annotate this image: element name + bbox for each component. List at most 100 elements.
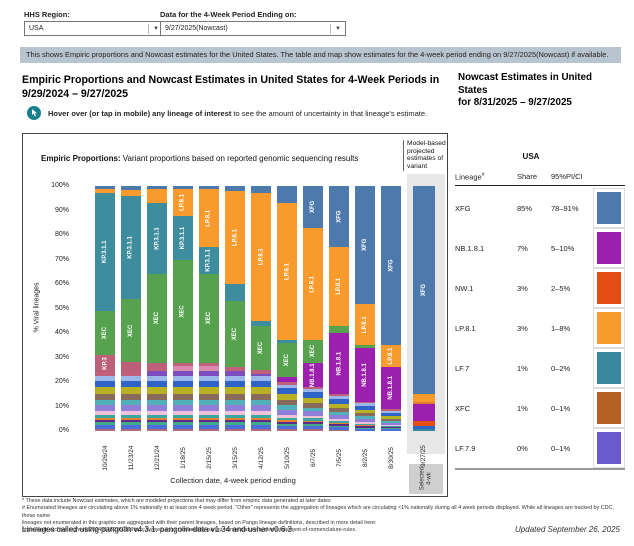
bar-segment[interactable] (147, 362, 167, 368)
bar-segment[interactable] (147, 367, 167, 372)
bar-segment[interactable] (329, 415, 349, 420)
bar-segment[interactable] (173, 186, 193, 189)
bar-segment[interactable] (251, 428, 271, 431)
bar-segment[interactable] (413, 426, 435, 429)
bar-segment[interactable] (95, 418, 115, 421)
bar-segment[interactable] (199, 366, 219, 372)
bar-segment[interactable] (225, 422, 245, 425)
bar-segment[interactable] (329, 325, 349, 334)
bar-segment[interactable] (225, 418, 245, 421)
bar-segment[interactable] (199, 415, 219, 419)
bar-segment[interactable] (277, 405, 297, 410)
bar-segment[interactable] (199, 420, 219, 423)
bar-segment-nb-1-8-1[interactable]: NB.1.8.1 (381, 367, 401, 410)
bar-segment-lp-8-1[interactable]: LP.8.1 (381, 345, 401, 368)
bar-segment[interactable] (225, 186, 245, 192)
bar-segment[interactable] (121, 189, 141, 196)
bar-segment[interactable] (303, 403, 323, 408)
bar-segment[interactable] (277, 425, 297, 429)
bar-segment[interactable] (147, 371, 167, 376)
bar-segment[interactable] (147, 424, 167, 429)
bar-segment[interactable] (413, 421, 435, 427)
bar-segment[interactable] (355, 425, 375, 427)
bar-segment[interactable] (199, 375, 219, 381)
bar-segment-xec[interactable]: XEC (173, 259, 193, 363)
bar-segment[interactable] (95, 422, 115, 425)
bar-segment[interactable] (329, 403, 349, 409)
bar-segment[interactable] (251, 405, 271, 412)
bar-segment[interactable] (329, 419, 349, 421)
bar-segment[interactable] (303, 418, 323, 421)
bar-segment[interactable] (277, 409, 297, 415)
bar-segment[interactable] (303, 424, 323, 427)
bar-segment[interactable] (173, 400, 193, 406)
bar-segment[interactable] (121, 386, 141, 395)
bar-segment[interactable] (251, 373, 271, 376)
bar-segment-nb-1-8-1[interactable]: NB.1.8.1 (355, 347, 375, 402)
bar-segment[interactable] (173, 380, 193, 387)
bar-segment[interactable] (303, 387, 323, 389)
bar-segment-xec[interactable]: XEC (277, 342, 297, 378)
bar-segment-xfg[interactable]: XFG (355, 186, 375, 304)
bar-segment[interactable] (173, 366, 193, 372)
bar-segment-xfg[interactable]: XFG (381, 186, 401, 346)
bar-segment[interactable] (225, 415, 245, 419)
bar-segment[interactable] (121, 405, 141, 412)
bar-segment-kp-3-1-1[interactable]: KP.3.1.1 (199, 247, 219, 275)
bar-segment[interactable] (173, 375, 193, 381)
bar-segment[interactable] (381, 420, 401, 423)
bar-segment[interactable] (121, 375, 141, 381)
bar-segment[interactable] (303, 407, 323, 412)
bar-segment[interactable] (413, 401, 435, 405)
bar-segment-lp-8-1[interactable]: LP.8.1 (329, 247, 349, 326)
bar-segment[interactable] (329, 429, 349, 431)
bar-segment[interactable] (225, 367, 245, 372)
bar-segment[interactable] (199, 405, 219, 412)
bar-segment[interactable] (355, 405, 375, 410)
bar-segment[interactable] (121, 372, 141, 376)
bar-segment[interactable] (95, 415, 115, 419)
bar-segment[interactable] (381, 424, 401, 427)
bar-segment[interactable] (199, 386, 219, 395)
bar-segment[interactable] (277, 417, 297, 421)
bar-segment[interactable] (329, 394, 349, 397)
bar-segment[interactable] (329, 396, 349, 399)
bar-segment[interactable] (121, 415, 141, 419)
bar-segment-xec[interactable]: XEC (147, 274, 167, 363)
bar-segment[interactable] (199, 418, 219, 421)
bar-segment[interactable] (121, 424, 141, 429)
bar-segment[interactable] (95, 188, 115, 194)
bar-segment-xec[interactable]: XEC (199, 274, 219, 363)
bar-segment-kp-3-1-1[interactable]: KP.3.1.1 (95, 193, 115, 312)
bar-segment[interactable] (277, 423, 297, 426)
bar-segment[interactable] (413, 394, 435, 402)
bar-segment[interactable] (413, 404, 435, 422)
bar-segment[interactable] (147, 400, 167, 406)
bar-segment[interactable] (329, 408, 349, 412)
bar-segment[interactable] (355, 427, 375, 429)
bar-segment[interactable] (147, 420, 167, 423)
bar-segment[interactable] (381, 427, 401, 429)
bar-segment[interactable] (355, 416, 375, 420)
bar-segment[interactable] (251, 420, 271, 423)
bar-segment[interactable] (251, 394, 271, 401)
bar-segment[interactable] (199, 394, 219, 401)
bar-segment[interactable] (173, 418, 193, 421)
bar-segment[interactable] (95, 372, 115, 376)
bar-segment[interactable] (95, 186, 115, 189)
bar-segment-lp-8-1[interactable]: LP.8.1 (199, 188, 219, 248)
bar-segment[interactable] (225, 380, 245, 387)
bar-segment-kp-3-1-1[interactable]: KP.3.1.1 (147, 203, 167, 275)
bar-segment[interactable] (225, 420, 245, 423)
bar-segment[interactable] (225, 411, 245, 416)
bar-segment[interactable] (199, 380, 219, 387)
bar-segment[interactable] (147, 415, 167, 419)
bar-segment-xec[interactable]: XEC (303, 340, 323, 363)
bar-segment-xec[interactable]: XEC (95, 311, 115, 356)
bar-segment[interactable] (277, 421, 297, 424)
bar-segment[interactable] (303, 411, 323, 416)
bar-segment[interactable] (147, 422, 167, 425)
bar-segment[interactable] (303, 397, 323, 404)
bar-segment[interactable] (199, 362, 219, 367)
bar-segment[interactable] (95, 400, 115, 406)
